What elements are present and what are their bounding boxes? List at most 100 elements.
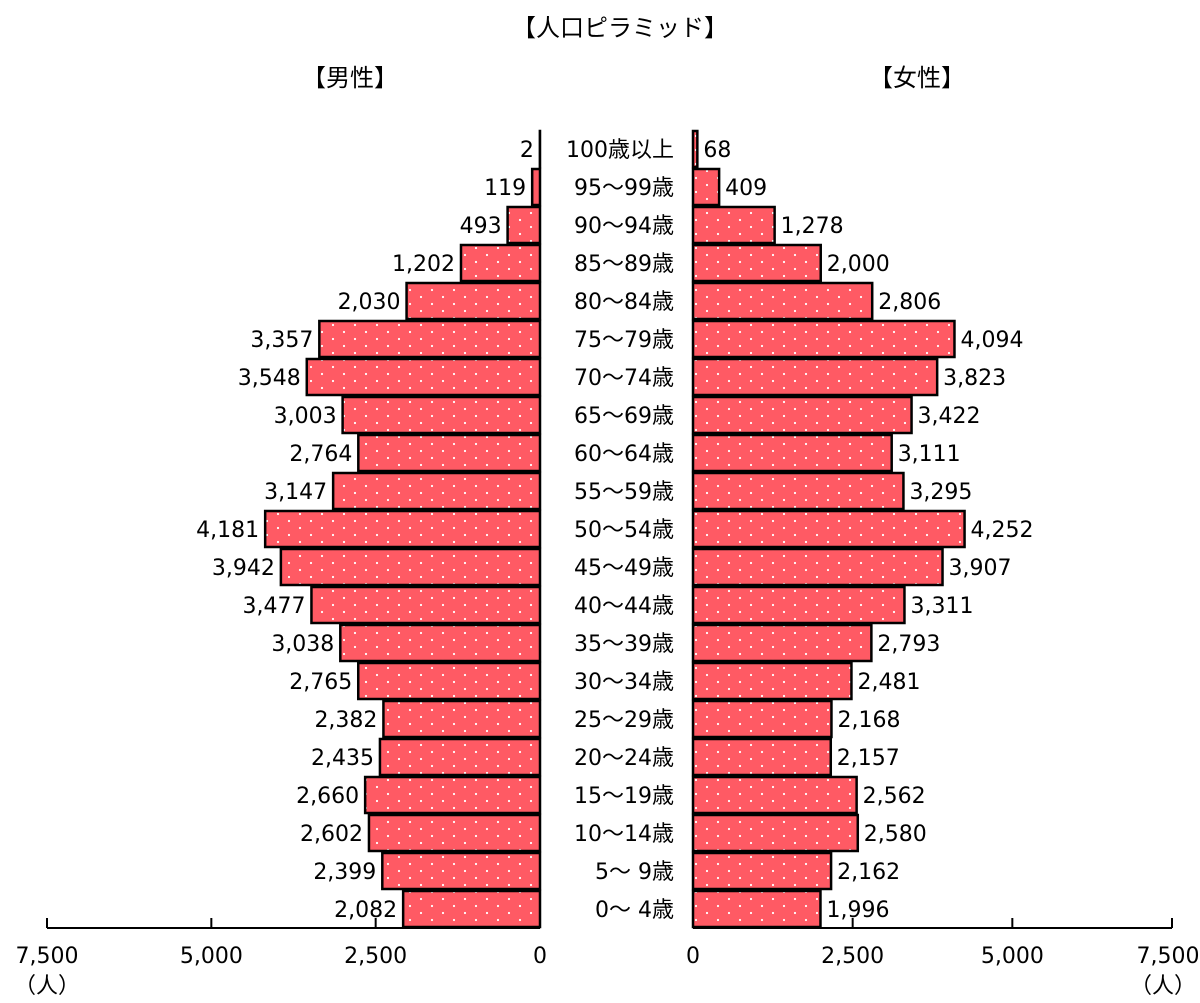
female-tick-label: 0 bbox=[686, 944, 700, 969]
age-group-label: 30～34歳 bbox=[574, 670, 674, 695]
male-unit-label: （人） bbox=[14, 974, 80, 999]
female-label: 【女性】 bbox=[869, 64, 965, 92]
male-bar bbox=[357, 433, 542, 473]
female-value-label: 3,422 bbox=[918, 404, 981, 429]
female-value-label: 2,162 bbox=[837, 860, 900, 885]
female-value-label: 3,823 bbox=[943, 366, 1006, 391]
female-value-label: 2,806 bbox=[878, 290, 941, 315]
male-bar bbox=[263, 509, 542, 549]
female-value-label: 1,278 bbox=[781, 214, 844, 239]
female-bar bbox=[691, 585, 906, 625]
female-bar bbox=[691, 775, 858, 815]
male-value-label: 2,602 bbox=[300, 822, 363, 847]
female-bar bbox=[691, 509, 966, 549]
female-value-label: 3,295 bbox=[909, 480, 972, 505]
age-group-label: 25～29歳 bbox=[574, 708, 674, 733]
male-value-label: 3,038 bbox=[271, 632, 334, 657]
age-group-label: 65～69歳 bbox=[574, 404, 674, 429]
age-group-label: 95～99歳 bbox=[574, 176, 674, 201]
age-group-label: 45～49歳 bbox=[574, 556, 674, 581]
male-bar bbox=[356, 661, 542, 701]
male-value-label: 1,202 bbox=[392, 252, 455, 277]
female-value-label: 2,562 bbox=[863, 784, 926, 809]
female-value-label: 3,311 bbox=[910, 594, 973, 619]
male-value-label: 2,660 bbox=[296, 784, 359, 809]
male-tick-label: 7,500 bbox=[16, 944, 79, 969]
age-group-label: 40～44歳 bbox=[574, 594, 674, 619]
female-bar bbox=[691, 433, 893, 473]
age-group-label: 60～64歳 bbox=[574, 442, 674, 467]
age-group-label: 10～14歳 bbox=[574, 822, 674, 847]
female-bar bbox=[691, 167, 721, 207]
female-tick-label: 5,000 bbox=[981, 944, 1044, 969]
age-group-label: 35～39歳 bbox=[574, 632, 674, 657]
male-bar bbox=[367, 813, 542, 853]
female-value-label: 3,111 bbox=[898, 442, 961, 467]
male-value-label: 119 bbox=[484, 176, 526, 201]
male-bar bbox=[318, 319, 542, 359]
female-value-label: 4,252 bbox=[971, 518, 1034, 543]
male-bar bbox=[405, 281, 542, 321]
female-bar bbox=[691, 243, 822, 283]
male-value-label: 4,181 bbox=[196, 518, 259, 543]
female-unit-label: （人） bbox=[1130, 974, 1196, 999]
age-group-label: 75～79歳 bbox=[574, 328, 674, 353]
female-bar bbox=[691, 319, 956, 359]
male-bar bbox=[381, 851, 542, 891]
female-value-label: 2,580 bbox=[864, 822, 927, 847]
male-bar bbox=[382, 699, 542, 739]
male-bar bbox=[279, 547, 542, 587]
female-bar bbox=[691, 471, 905, 511]
female-bar bbox=[691, 205, 776, 245]
male-value-label: 2,435 bbox=[311, 746, 374, 771]
male-bar bbox=[310, 585, 542, 625]
age-category-labels: 100歳以上 95～99歳 90～94歳 85～89歳 80～84歳 75～79歳 70～7… bbox=[566, 138, 674, 923]
male-value-label: 493 bbox=[460, 214, 502, 239]
female-value-label: 2,168 bbox=[837, 708, 900, 733]
male-value-label: 2,765 bbox=[289, 670, 352, 695]
male-series bbox=[263, 129, 542, 929]
female-bar bbox=[691, 281, 874, 321]
male-value-label: 2,764 bbox=[289, 442, 352, 467]
female-bar bbox=[691, 737, 833, 777]
age-group-label: 5～ 9歳 bbox=[595, 860, 674, 885]
male-tick-label: 0 bbox=[533, 944, 547, 969]
age-group-label: 90～94歳 bbox=[574, 214, 674, 239]
male-bar bbox=[305, 357, 542, 397]
male-value-label: 3,548 bbox=[238, 366, 301, 391]
female-value-label: 2,157 bbox=[837, 746, 900, 771]
female-value-label: 2,000 bbox=[827, 252, 890, 277]
female-value-label: 1,996 bbox=[826, 898, 889, 923]
male-value-label: 2,382 bbox=[314, 708, 377, 733]
male-bar bbox=[506, 205, 542, 245]
female-tick-label: 7,500 bbox=[1137, 944, 1200, 969]
male-value-label: 3,357 bbox=[250, 328, 313, 353]
age-group-label: 85～89歳 bbox=[574, 252, 674, 277]
male-value-label: 3,003 bbox=[274, 404, 337, 429]
age-group-label: 100歳以上 bbox=[566, 138, 674, 163]
male-value-label: 2,399 bbox=[313, 860, 376, 885]
female-series bbox=[691, 129, 966, 929]
male-bar bbox=[459, 243, 542, 283]
male-bar bbox=[378, 737, 542, 777]
female-value-label: 2,793 bbox=[877, 632, 940, 657]
male-bar bbox=[339, 623, 542, 663]
male-value-label: 2 bbox=[520, 138, 534, 163]
male-bar bbox=[341, 395, 542, 435]
axis-ticks: 7,500 5,000 2,500 0 0 2,500 5,000 7,500 bbox=[16, 918, 1200, 969]
age-group-label: 50～54歳 bbox=[574, 518, 674, 543]
age-group-label: 55～59歳 bbox=[574, 480, 674, 505]
female-bar bbox=[691, 851, 833, 891]
male-bar bbox=[530, 167, 542, 207]
male-tick-label: 2,500 bbox=[344, 944, 407, 969]
male-value-label: 2,082 bbox=[334, 898, 397, 923]
age-group-label: 20～24歳 bbox=[574, 746, 674, 771]
male-value-label: 2,030 bbox=[338, 290, 401, 315]
value-labels: 2 68 119 409 493 1,278 1,202 2,000 2,030 2,806 3,3… bbox=[196, 138, 1033, 923]
male-bar bbox=[363, 775, 542, 815]
female-value-label: 3,907 bbox=[949, 556, 1012, 581]
female-bar bbox=[691, 357, 939, 397]
female-bar bbox=[691, 395, 913, 435]
age-group-label: 15～19歳 bbox=[574, 784, 674, 809]
